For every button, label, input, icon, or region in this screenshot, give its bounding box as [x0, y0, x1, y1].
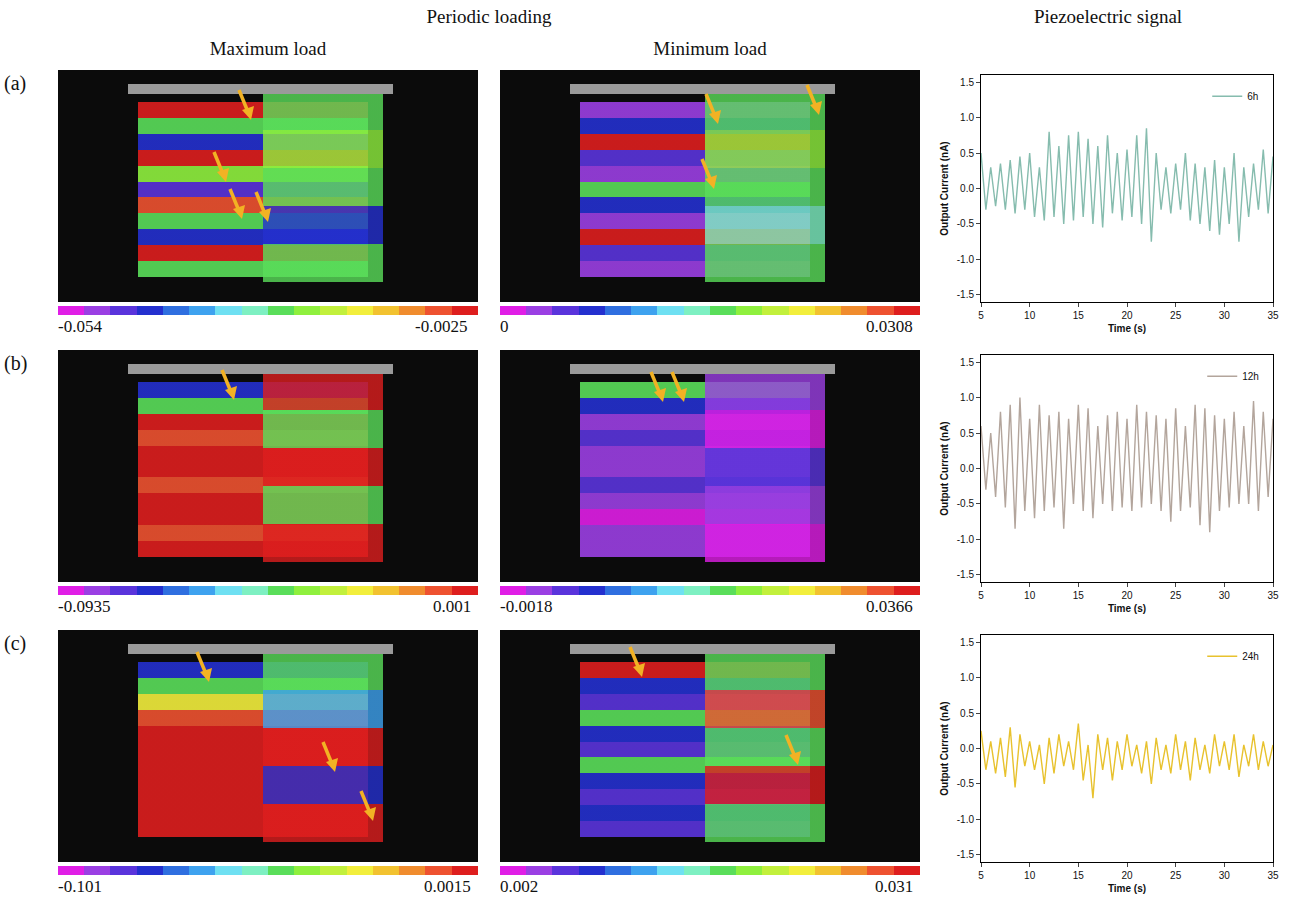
svg-text:0.0: 0.0	[960, 463, 974, 474]
html-text:0.0366: 0.0366	[866, 597, 913, 616]
html-text:-0.054: -0.054	[58, 317, 102, 336]
svg-text:25: 25	[1170, 310, 1182, 321]
svg-text:20: 20	[1121, 310, 1133, 321]
svg-text:10: 10	[1024, 590, 1036, 601]
svg-text:35: 35	[1267, 590, 1279, 601]
svg-text:25: 25	[1170, 590, 1182, 601]
html-text:0.0015: 0.0015	[424, 877, 471, 896]
svg-text:30: 30	[1219, 310, 1231, 321]
svg-text:Time (s): Time (s)	[1108, 603, 1146, 614]
svg-text:20: 20	[1121, 590, 1133, 601]
svg-text:-1.0: -1.0	[957, 814, 975, 825]
svg-text:5: 5	[978, 590, 984, 601]
svg-text:Output Current (nA): Output Current (nA)	[939, 421, 950, 515]
html-text:(c): (c)	[4, 632, 27, 654]
html-text:-0.0935: -0.0935	[58, 597, 111, 616]
svg-text:0.0: 0.0	[960, 183, 974, 194]
html-text:Periodic loading: Periodic loading	[426, 6, 552, 27]
html-text:0.0308: 0.0308	[866, 317, 913, 336]
svg-text:10: 10	[1024, 870, 1036, 881]
svg-text:30: 30	[1219, 870, 1231, 881]
html-text:(b): (b)	[4, 352, 28, 374]
svg-text:35: 35	[1267, 870, 1279, 881]
html-text:-0.0018: -0.0018	[500, 597, 553, 616]
svg-text:-1.0: -1.0	[957, 254, 975, 265]
svg-text:25: 25	[1170, 870, 1182, 881]
svg-text:Time (s): Time (s)	[1108, 883, 1146, 894]
svg-text:Output Current (nA): Output Current (nA)	[939, 701, 950, 795]
svg-text:0.0: 0.0	[960, 743, 974, 754]
html-text:0.002: 0.002	[500, 877, 539, 896]
svg-text:10: 10	[1024, 310, 1036, 321]
svg-text:1.5: 1.5	[960, 357, 974, 368]
svg-text:Output Current (nA): Output Current (nA)	[939, 141, 950, 235]
svg-text:-1.5: -1.5	[957, 289, 975, 300]
svg-text:35: 35	[1267, 310, 1279, 321]
svg-text:12h: 12h	[1242, 371, 1259, 382]
svg-text:24h: 24h	[1242, 651, 1259, 662]
svg-text:15: 15	[1073, 310, 1085, 321]
html-text:Piezoelectric signal: Piezoelectric signal	[1033, 6, 1183, 27]
svg-text:20: 20	[1121, 870, 1133, 881]
svg-text:15: 15	[1073, 590, 1085, 601]
svg-text:1.5: 1.5	[960, 637, 974, 648]
svg-text:-1.5: -1.5	[957, 569, 975, 580]
svg-text:-0.5: -0.5	[957, 778, 975, 789]
svg-text:5: 5	[978, 870, 984, 881]
svg-text:0.5: 0.5	[960, 428, 974, 439]
html-text:Minimum load: Minimum load	[653, 38, 767, 59]
html-text:(a): (a)	[4, 72, 27, 94]
html-text:0: 0	[500, 317, 509, 336]
svg-text:1.5: 1.5	[960, 77, 974, 88]
svg-text:6h: 6h	[1247, 91, 1258, 102]
svg-text:-0.5: -0.5	[957, 498, 975, 509]
svg-text:Time (s): Time (s)	[1108, 323, 1146, 334]
svg-text:15: 15	[1073, 870, 1085, 881]
svg-text:5: 5	[978, 310, 984, 321]
svg-text:0.5: 0.5	[960, 148, 974, 159]
svg-text:-0.5: -0.5	[957, 218, 975, 229]
svg-text:30: 30	[1219, 590, 1231, 601]
html-text:-0.101: -0.101	[58, 877, 102, 896]
html-text:-0.0025: -0.0025	[415, 317, 468, 336]
svg-text:1.0: 1.0	[960, 392, 974, 403]
html-text:0.001: 0.001	[433, 597, 472, 616]
svg-text:1.0: 1.0	[960, 112, 974, 123]
svg-text:0.5: 0.5	[960, 708, 974, 719]
svg-text:1.0: 1.0	[960, 672, 974, 683]
html-text:Maximum load: Maximum load	[209, 38, 327, 59]
svg-text:-1.0: -1.0	[957, 534, 975, 545]
svg-text:-1.5: -1.5	[957, 849, 975, 860]
html-text:0.031: 0.031	[875, 877, 914, 896]
